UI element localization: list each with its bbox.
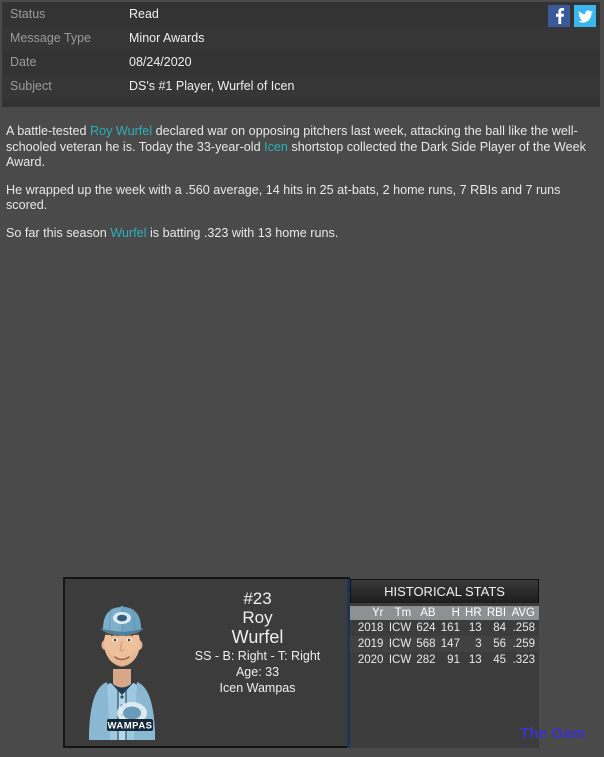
cell-h: 147 (439, 636, 464, 652)
column-header-tm: Tm (387, 606, 416, 620)
p1-text-a: A battle-tested (6, 124, 91, 138)
message-body: A battle-tested Roy Wurfel declared war … (6, 124, 586, 253)
column-header-ab: AB (415, 606, 440, 620)
cell-rbi: 84 (485, 620, 511, 636)
meta-row-date: Date 08/24/2020 (2, 50, 600, 74)
article-paragraph-1: A battle-tested Roy Wurfel declared war … (6, 124, 586, 171)
cell-tm: ICW (387, 652, 416, 668)
meta-label-message-type: Message Type (10, 31, 92, 45)
table-row[interactable]: 2020 ICW 282 91 13 45 .323 (350, 652, 539, 668)
social-share-group (548, 5, 596, 27)
cell-yr: 2020 (350, 652, 388, 668)
player-portrait-image: WAMPAS (77, 585, 167, 740)
cell-tm: ICW (387, 620, 416, 636)
meta-value-date: 08/24/2020 (129, 55, 192, 69)
cell-hr: 13 (463, 652, 486, 668)
p1-text-b: declared war on opposing pitchers last w… (6, 124, 578, 154)
facebook-icon (555, 8, 564, 24)
cell-yr: 2019 (350, 636, 388, 652)
meta-row-message-type: Message Type Minor Awards (2, 26, 600, 50)
column-header-avg: AVG (510, 606, 539, 620)
cell-hr: 13 (463, 620, 486, 636)
cell-ab: 282 (415, 652, 440, 668)
column-header-hr: HR (463, 606, 486, 620)
twitter-share-button[interactable] (574, 5, 596, 27)
player-link-roy-wurfel[interactable]: Roy Wurfel (90, 124, 153, 138)
cell-ab: 568 (415, 636, 440, 652)
player-number: #23 (243, 589, 272, 608)
meta-value-status: Read (129, 7, 159, 21)
cell-rbi: 45 (485, 652, 511, 668)
player-link-wurfel[interactable]: Wurfel (110, 225, 147, 240)
player-card[interactable]: WAMPAS (63, 577, 350, 748)
cell-rbi: 56 (485, 636, 511, 652)
facebook-share-button[interactable] (548, 5, 570, 27)
cell-hr: 3 (463, 636, 486, 652)
player-team: Icen Wampas (219, 681, 296, 695)
watermark-text: The Gam (520, 725, 586, 742)
meta-value-message-type: Minor Awards (129, 31, 205, 45)
message-header-panel: Status Read Message Type Minor Awards Da… (2, 2, 600, 107)
cell-h: 91 (439, 652, 464, 668)
team-link-icen[interactable]: Icen (264, 139, 288, 154)
meta-label-subject: Subject (10, 79, 52, 93)
meta-value-subject: DS's #1 Player, Wurfel of Icen (129, 79, 295, 93)
meta-row-subject: Subject DS's #1 Player, Wurfel of Icen (2, 74, 600, 98)
twitter-bird-icon (577, 9, 593, 23)
cell-avg: .258 (510, 620, 539, 636)
meta-row-status: Status Read (2, 2, 600, 26)
historical-stats-title: HISTORICAL STATS (350, 579, 539, 603)
table-row[interactable]: 2018 ICW 624 161 13 84 .258 (350, 620, 539, 636)
cell-avg: .323 (510, 652, 539, 668)
svg-text:WAMPAS: WAMPAS (107, 721, 152, 732)
historical-stats-table: Yr Tm AB H HR RBI AVG 2018 ICW 624 161 1… (350, 606, 539, 668)
meta-label-status: Status (10, 7, 46, 21)
meta-label-date: Date (10, 55, 37, 69)
cell-h: 161 (439, 620, 464, 636)
player-last-name: Wurfel (231, 627, 284, 647)
column-header-h: H (439, 606, 464, 620)
column-header-rbi: RBI (485, 606, 511, 620)
cell-avg: .259 (510, 636, 539, 652)
player-age: Age: 33 (235, 665, 280, 679)
table-header-row: Yr Tm AB H HR RBI AVG (350, 606, 539, 620)
p3-text-a: So far this season (6, 225, 111, 240)
player-position: SS - B: Right - T: Right (194, 649, 321, 663)
table-row[interactable]: 2019 ICW 568 147 3 56 .259 (350, 636, 539, 652)
cell-tm: ICW (387, 636, 416, 652)
player-first-name: Roy (242, 608, 273, 627)
cell-yr: 2018 (350, 620, 388, 636)
cell-ab: 624 (415, 620, 440, 636)
article-paragraph-3: So far this season Wurfel is batting .32… (6, 226, 586, 242)
player-photo: WAMPAS (77, 585, 167, 740)
column-header-yr: Yr (350, 606, 388, 620)
player-info-block: #23 Roy Wurfel SS - B: Right - T: Right … (167, 579, 348, 746)
p3-text-b: is batting .323 with 13 home runs. (146, 225, 339, 240)
article-paragraph-2: He wrapped up the week with a .560 avera… (6, 182, 561, 213)
historical-stats-panel: HISTORICAL STATS Yr Tm AB H HR RBI AVG 2… (347, 579, 539, 748)
p1-text-c: shortstop collected the Dark Side Player… (6, 139, 586, 170)
